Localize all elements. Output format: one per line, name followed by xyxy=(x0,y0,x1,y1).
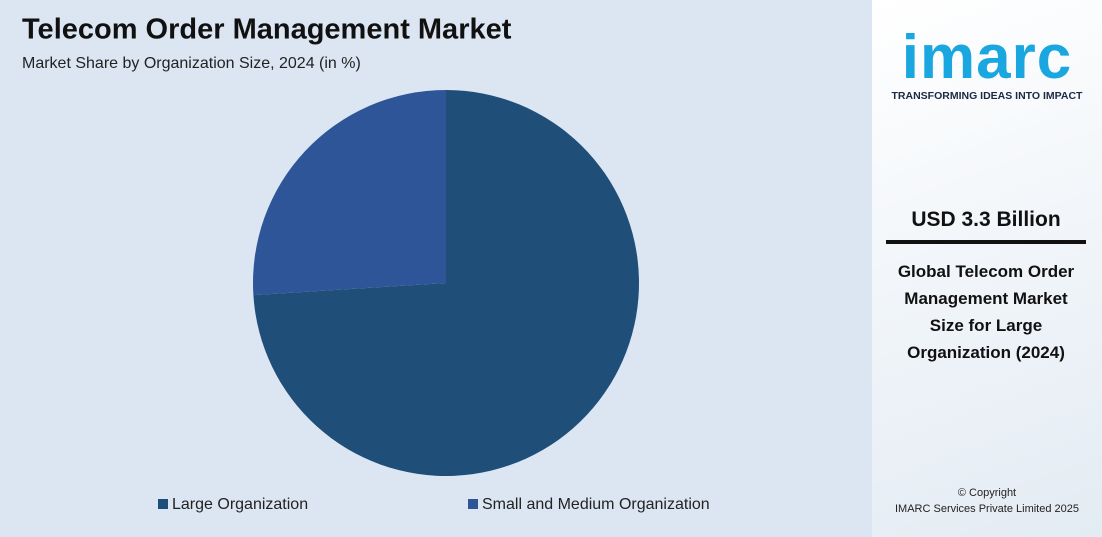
logo: imarc xyxy=(901,23,1073,92)
legend-swatch xyxy=(158,499,168,509)
sidebar: imarc TRANSFORMING IDEAS INTO IMPACT USD… xyxy=(872,0,1102,537)
chart-title: Telecom Order Management Market xyxy=(22,14,512,46)
pie-slice xyxy=(253,90,446,296)
headline: USD 3.3 Billion xyxy=(886,208,1086,244)
copyright-line: © Copyright xyxy=(957,487,1017,499)
copyright: © Copyright IMARC Services Private Limite… xyxy=(872,485,1102,517)
chart-subtitle: Market Share by Organization Size, 2024 … xyxy=(22,55,361,72)
tagline: TRANSFORMING IDEAS INTO IMPACT xyxy=(891,90,1083,102)
legend-label: Large Organization xyxy=(172,496,308,513)
pie-slice xyxy=(253,90,639,476)
chart: Telecom Order Management Market Market S… xyxy=(0,0,872,537)
description: Global Telecom Order Management Market S… xyxy=(897,262,1075,362)
company: IMARC Services Private Limited 2025 xyxy=(894,503,1079,515)
legend-swatch xyxy=(468,499,478,509)
legend-label: Small and Medium Organization xyxy=(482,496,710,513)
